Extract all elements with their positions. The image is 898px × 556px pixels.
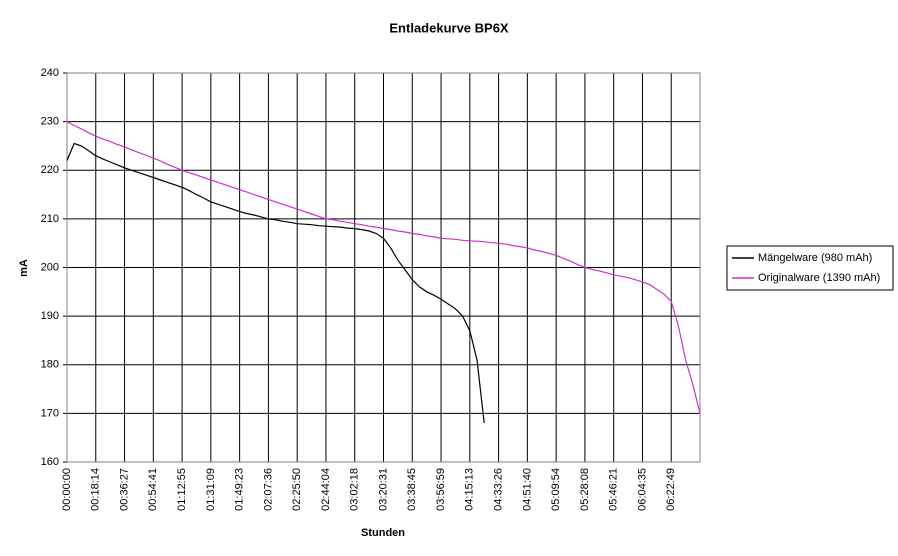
legend-label: Mängelware (980 mAh) [758, 252, 872, 264]
series-line [66, 121, 701, 414]
y-tick-label: 240 [41, 67, 59, 79]
x-tick-label: 02:25:50 [291, 468, 303, 511]
y-tick-label: 170 [41, 407, 59, 419]
x-tick-label: 00:36:27 [118, 468, 130, 511]
x-tick-label: 03:02:18 [349, 468, 361, 511]
x-tick-label: 06:04:35 [636, 468, 648, 511]
x-tick-label: 05:28:08 [579, 468, 591, 511]
legend-label: Originalware (1390 mAh) [758, 272, 880, 284]
plot-border [66, 72, 701, 463]
x-tick-label: 03:20:31 [377, 468, 389, 511]
x-axis-label: Stunden [361, 527, 405, 539]
x-tick-label: 01:49:23 [234, 468, 246, 511]
x-tick-label: 02:44:04 [320, 468, 332, 511]
y-tick-label: 200 [41, 261, 59, 273]
x-tick-label: 04:33:26 [492, 468, 504, 511]
x-tick-label: 05:46:21 [608, 468, 620, 511]
x-tick-label: 05:09:54 [550, 468, 562, 511]
y-tick-label: 160 [41, 456, 59, 468]
y-tick-label: 220 [41, 164, 59, 176]
x-tick-label: 00:54:41 [147, 468, 159, 511]
x-tick-label: 06:22:49 [665, 468, 677, 511]
chart-title: Entladekurve BP6X [389, 20, 509, 35]
x-tick-label: 01:12:55 [176, 468, 188, 511]
x-tick-label: 03:38:45 [406, 468, 418, 511]
x-tick-label: 00:18:14 [90, 468, 102, 511]
y-tick-label: 190 [41, 310, 59, 322]
x-tick-label: 00:00:00 [61, 468, 73, 511]
x-tick-label: 04:15:13 [464, 468, 476, 511]
y-axis-label: mA [18, 259, 30, 277]
y-tick-label: 180 [41, 359, 59, 371]
x-tick-label: 03:56:59 [435, 468, 447, 511]
x-tick-label: 04:51:40 [521, 468, 533, 511]
y-tick-label: 230 [41, 116, 59, 128]
x-tick-label: 01:31:09 [205, 468, 217, 511]
legend-box [726, 245, 894, 291]
y-tick-label: 210 [41, 213, 59, 225]
series-line [66, 142, 485, 424]
x-tick-label: 02:07:36 [262, 468, 274, 511]
